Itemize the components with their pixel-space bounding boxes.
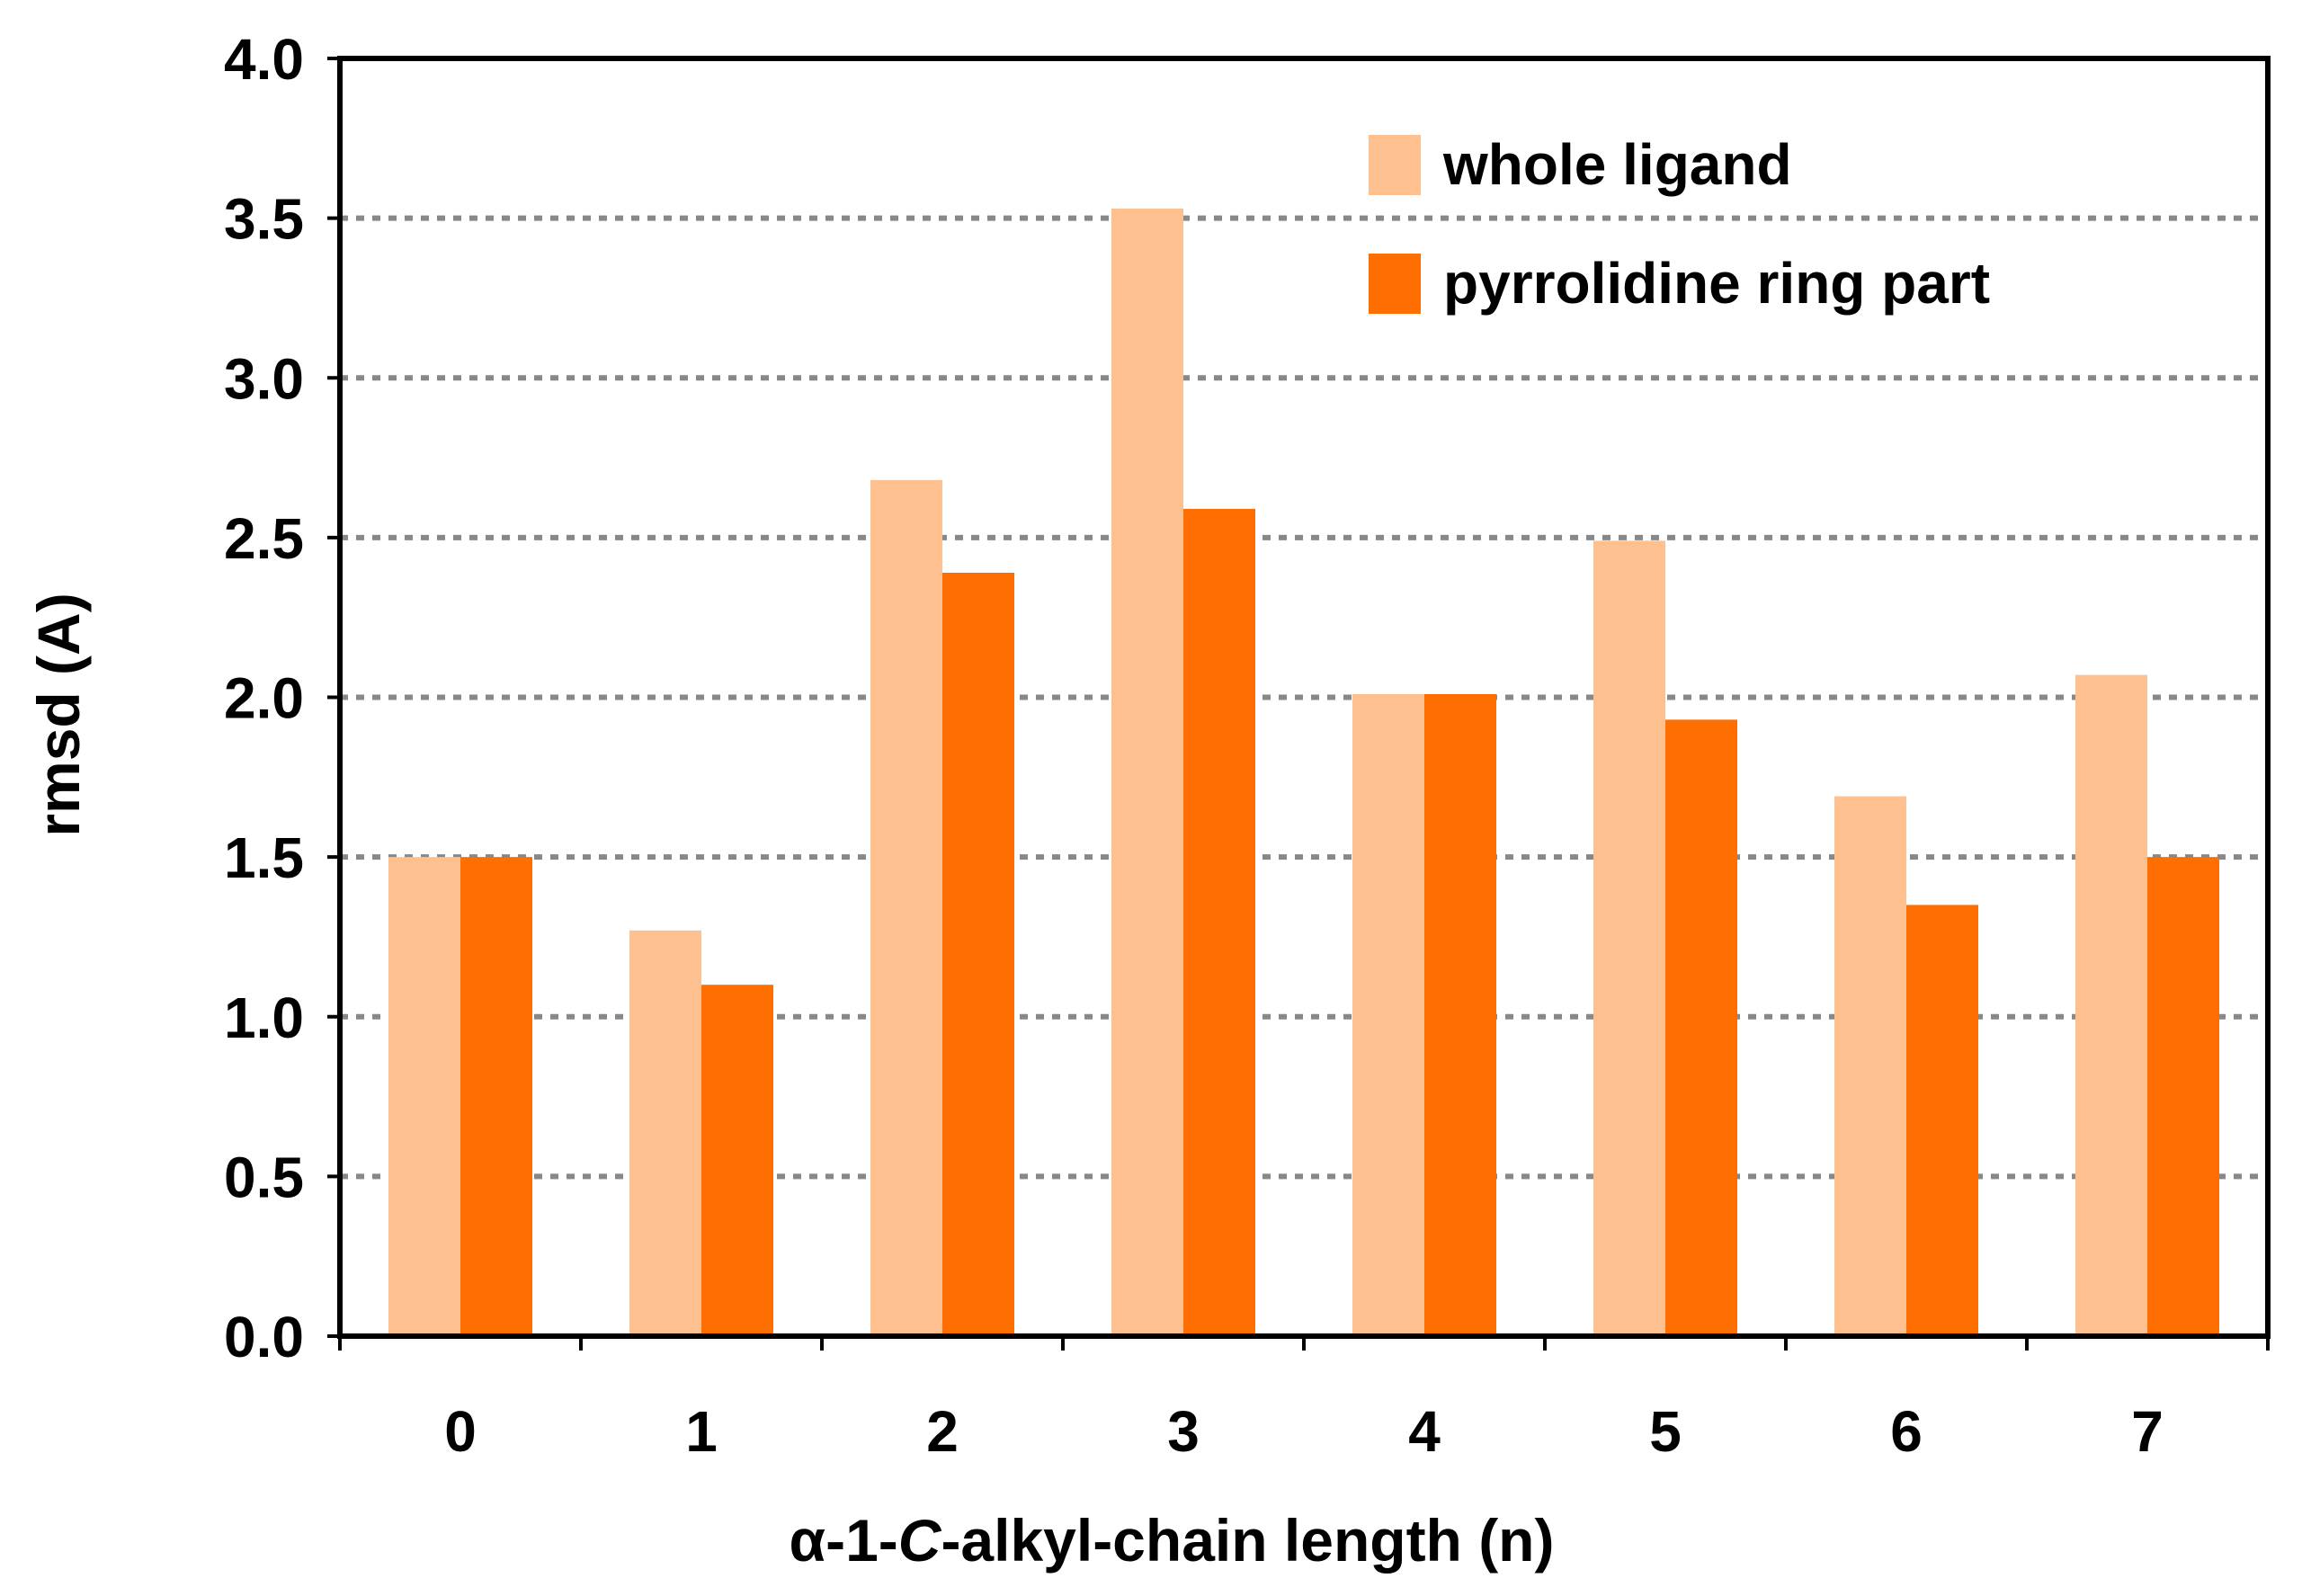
x-tick-label: 2: [926, 1399, 959, 1464]
x-tick-label: 5: [1649, 1399, 1682, 1464]
bars: [388, 208, 2219, 1336]
y-tick-label: 3.0: [224, 346, 304, 411]
x-tick-label: 7: [2131, 1399, 2164, 1464]
x-tick-label: 0: [444, 1399, 477, 1464]
y-axis-title: rmsd (A): [25, 593, 92, 836]
legend-label-pyrrolidine-ring-part: pyrrolidine ring part: [1443, 251, 1990, 316]
bar-pyrrolidine-ring-part-6: [1906, 905, 1978, 1336]
x-tick-label: 6: [1890, 1399, 1923, 1464]
legend-swatch-whole-ligand: [1369, 135, 1421, 195]
y-tick-label: 4.0: [224, 27, 304, 92]
bar-whole-ligand-0: [388, 857, 460, 1336]
bar-pyrrolidine-ring-part-4: [1424, 693, 1496, 1336]
y-axis-ticks: 0.0 0.5 1.0 1.5 2.0 2.5 3.0 3.5 4.0: [224, 27, 340, 1369]
bar-whole-ligand-5: [1593, 540, 1665, 1336]
legend: whole ligand pyrrolidine ring part: [1369, 132, 1990, 316]
bar-whole-ligand-4: [1352, 693, 1424, 1336]
x-axis-ticks: 0 1 2 3 4 5 6 7: [338, 1336, 2270, 1464]
bar-whole-ligand-6: [1834, 796, 1906, 1336]
legend-label-whole-ligand: whole ligand: [1442, 132, 1792, 197]
y-tick-label: 2.5: [224, 506, 304, 571]
bar-whole-ligand-1: [629, 930, 701, 1336]
x-tick-label: 1: [685, 1399, 718, 1464]
y-tick-label: 0.5: [224, 1145, 304, 1209]
y-tick-label: 1.0: [224, 985, 304, 1050]
y-tick-label: 1.5: [224, 825, 304, 890]
x-tick-label: 3: [1167, 1399, 1200, 1464]
bar-whole-ligand-3: [1111, 208, 1183, 1336]
x-axis-title-italic: C: [898, 1507, 942, 1574]
bar-whole-ligand-2: [870, 479, 942, 1336]
bar-pyrrolidine-ring-part-7: [2147, 857, 2219, 1336]
y-tick-label: 2.0: [224, 666, 304, 731]
bar-pyrrolidine-ring-part-1: [701, 985, 773, 1336]
legend-swatch-pyrrolidine-ring-part: [1369, 254, 1421, 314]
y-tick-label: 0.0: [224, 1305, 304, 1369]
y-tick-label: 3.5: [224, 187, 304, 252]
x-tick-label: 4: [1408, 1399, 1441, 1464]
x-axis-title: α-1-C-alkyl-chain length (n): [790, 1507, 1555, 1574]
bar-pyrrolidine-ring-part-2: [942, 572, 1014, 1336]
gridlines: [340, 215, 2268, 1180]
bar-pyrrolidine-ring-part-3: [1183, 508, 1255, 1336]
bar-pyrrolidine-ring-part-5: [1665, 719, 1737, 1336]
x-axis-title-part: -alkyl-chain length (n): [941, 1507, 1554, 1574]
x-axis-title-part: α-1-: [790, 1507, 898, 1574]
bar-pyrrolidine-ring-part-0: [460, 857, 532, 1336]
bar-whole-ligand-7: [2075, 674, 2147, 1336]
